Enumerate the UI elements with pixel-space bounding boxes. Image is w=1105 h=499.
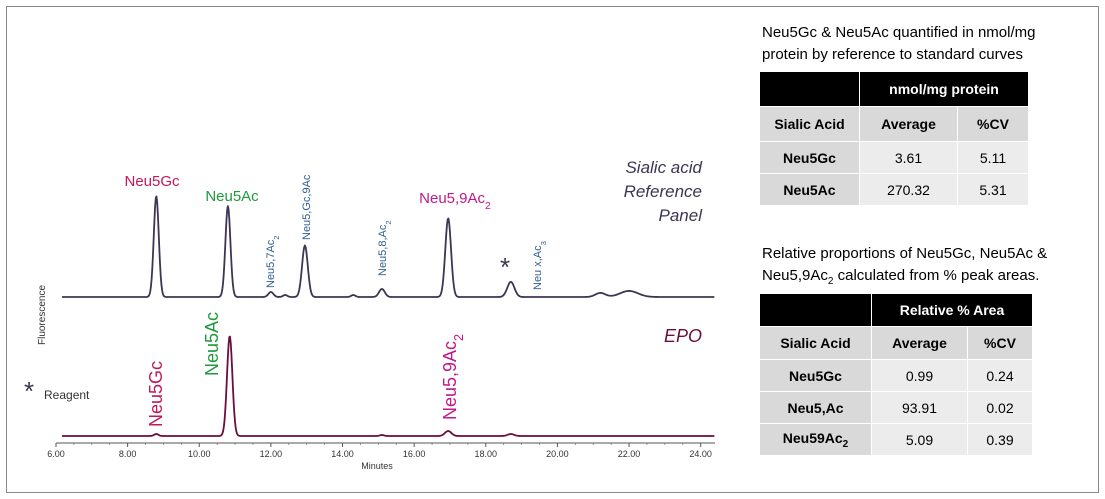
peak-labels: Neu5Gc Neu5Ac Neu5,7Ac2 Neu5,Gc,9Ac Neu5,8,A… [124,173,547,427]
table1-col-cv: %CV [957,106,1029,142]
y-axis-label: Fluorescence [37,285,48,345]
table1-row-2-name: Neu5Ac [759,173,860,206]
x-tick-label: 10.00 [188,449,211,459]
x-axis-label: Minutes [361,461,393,471]
ref-peak-label: Neu5,7Ac2 [265,235,281,288]
epo-peak-label: Neu5Gc [146,361,166,427]
table1-caption: Neu5Gc & Neu5Ac quantified in nmol/mg pr… [762,22,1035,66]
x-axis: 6.00 8.00 10.00 12.00 14.00 16.00 18.00 20.00 22… [47,442,715,459]
x-tick-label: 20.00 [546,449,569,459]
x-tick-label: 16.00 [403,449,426,459]
epo-panel-label: EPO [664,326,702,346]
trace-0 [61,195,715,298]
table-row: Neu5Gc 3.61 5.11 [759,141,1029,174]
table-row: Neu5Ac 270.32 5.31 [759,173,1029,206]
table2-row-2-name: Neu5,Ac [759,391,872,424]
table2-row-3-name: Neu59Ac2 [759,423,872,456]
panel-label-line-1: Sialic acid [625,158,702,177]
panel-label-line-2: Reference [624,182,702,201]
ref-peak-label: Neu5Gc [124,173,180,190]
table2-caption-line-2: Neu5,9Ac2 calculated from % peak areas. [762,265,1047,293]
reagent-label: Reagent [44,388,90,402]
table2-header-blank [759,293,872,327]
table2-row-3-label: Neu59Ac [782,429,843,446]
table2-row-3-average: 5.09 [871,423,968,456]
panel-label-line-3: Panel [659,206,704,225]
x-tick-label: 22.00 [618,449,641,459]
table1-caption-line-2: protein by reference to standard curves [762,46,1023,63]
epo-peak-label: Neu5,9Ac2 [440,334,466,420]
table2-caption-post: calculated from % peak areas. [833,267,1040,284]
asterisk-legend-mark: * [24,376,34,406]
x-tick-label: 6.00 [47,449,65,459]
table1-header-blank [759,71,860,107]
table2-col-average: Average [871,326,968,360]
epo-peak-label: Neu5Ac [202,312,222,376]
table1-row-2-average: 270.32 [859,173,958,206]
table2-caption-sub: 2 [827,276,834,287]
table2-col-cv: %CV [967,326,1033,360]
table2-row-1-cv: 0.24 [967,359,1033,392]
table1-col-average: Average [859,106,958,142]
ref-peak-label: Neu5,9Ac2 [419,190,491,212]
table-row: Neu59Ac2 5.09 0.39 [759,423,1033,456]
ref-peak-label: Neu5,8,Ac2 [377,220,393,276]
ref-peak-label: Neu5,Gc,9Ac [301,174,313,240]
table1-caption-line-1: Neu5Gc & Neu5Ac quantified in nmol/mg [762,24,1036,41]
table2-row-1-average: 0.99 [871,359,968,392]
table2-caption: Relative proportions of Neu5Gc, Neu5Ac &… [762,243,1047,293]
table1-group-header: nmol/mg protein [859,71,1029,107]
table1-col-sialic: Sialic Acid [759,106,860,142]
table2-caption-line-1: Relative proportions of Neu5Gc, Neu5Ac & [762,245,1048,262]
table2-row-1-name: Neu5Gc [759,359,872,392]
table2-row-2-label: Neu5,Ac [787,399,844,416]
table1-row-1-average: 3.61 [859,141,958,174]
table1-row-1-cv: 5.11 [957,141,1029,174]
x-tick-label: 24.00 [689,449,712,459]
reference-asterisk: * [500,252,510,282]
x-tick-label: 8.00 [119,449,137,459]
quantification-table: nmol/mg protein Sialic Acid Average %CV … [759,71,1029,206]
x-tick-label: 14.00 [331,449,354,459]
table1-row-1-name: Neu5Gc [759,141,860,174]
ref-peak-label: Neu x,Ac3 [532,241,548,290]
reference-panel-label: Sialic acid Reference Panel [624,158,704,225]
table-row: Neu5Gc 0.99 0.24 [759,359,1033,392]
table2-row-1-label: Neu5Gc [789,367,842,384]
x-tick-label: 12.00 [260,449,283,459]
table2-row-2-cv: 0.02 [967,391,1033,424]
table1-row-2-cv: 5.31 [957,173,1029,206]
table-row: Neu5,Ac 93.91 0.02 [759,391,1033,424]
table2-col-sialic: Sialic Acid [759,326,872,360]
table2-caption-pre: Neu5,9Ac [762,267,828,284]
trace-1 [61,335,715,437]
table2-row-3-sub: 2 [842,438,849,450]
table2-group-header: Relative % Area [871,293,1033,327]
table2-row-2-average: 93.91 [871,391,968,424]
relative-area-table: Relative % Area Sialic Acid Average %CV … [759,293,1033,456]
ref-peak-label: Neu5Ac [205,188,259,205]
traces [61,195,715,437]
table2-row-3-cv: 0.39 [967,423,1033,456]
x-tick-label: 18.00 [475,449,498,459]
